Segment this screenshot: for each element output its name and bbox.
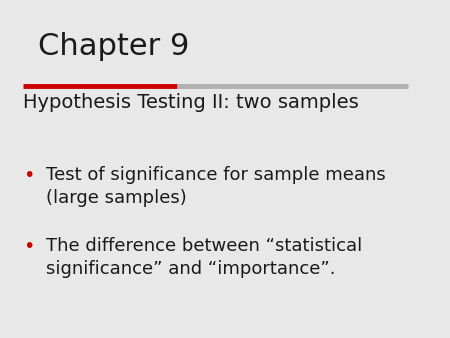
Text: Hypothesis Testing II: two samples: Hypothesis Testing II: two samples	[23, 93, 359, 112]
Text: Test of significance for sample means
(large samples): Test of significance for sample means (l…	[46, 166, 386, 207]
Text: •: •	[23, 166, 35, 185]
Text: •: •	[23, 237, 35, 256]
Text: Chapter 9: Chapter 9	[38, 32, 189, 61]
Text: The difference between “statistical
significance” and “importance”.: The difference between “statistical sign…	[46, 237, 363, 278]
